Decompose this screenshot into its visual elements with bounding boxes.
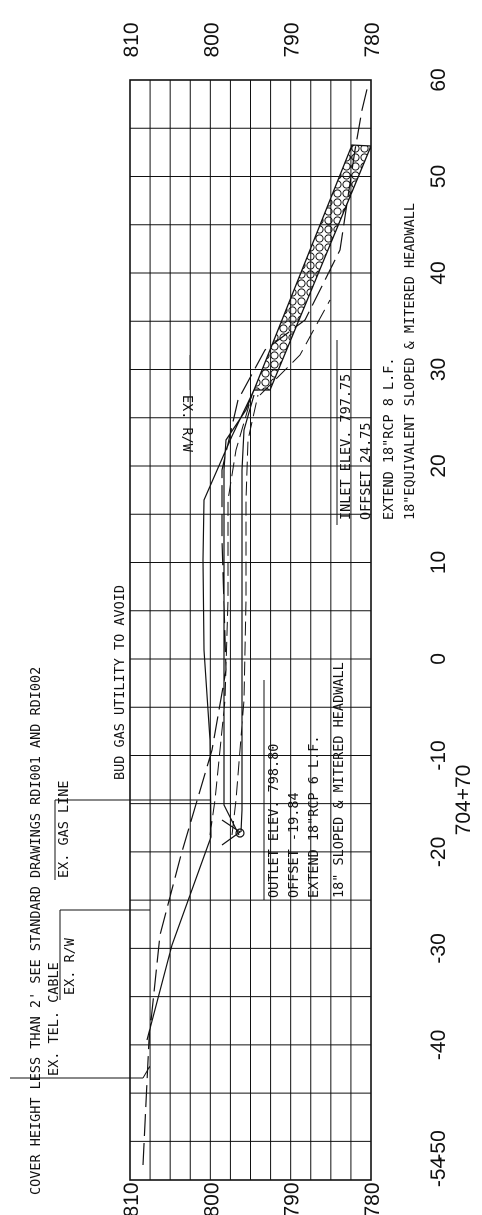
elevation-label: 780 [361,1182,384,1215]
offset-label: -54 [427,1157,450,1188]
elevation-axis-top: 810 800 790 780 [120,22,384,57]
ex-gas-line-label: EX. GAS LINE [56,780,72,878]
elevation-label: 810 [120,22,143,57]
pipe-dashed-lower [231,394,259,836]
slope-dashed-right [259,299,331,396]
elevation-label: 780 [361,22,384,57]
offset-label: 10 [427,551,450,574]
elevation-label: 790 [281,22,304,57]
inlet-line-3: EXTEND 18"RCP 8 L.F. [381,357,397,520]
pipe-line-lower [240,394,255,833]
inlet-block: INLET ELEV. 797.75 OFFSET 24.75 EXTEND 1… [336,203,418,525]
offset-label: 30 [427,358,450,381]
offset-label: 60 [427,68,450,91]
inlet-line-4: 18"EQUIVALENT SLOPED & MITERED HEADWALL [402,203,418,520]
offset-label: -40 [427,1030,450,1060]
pipe-line-upper [223,389,255,836]
offset-label: -30 [427,933,450,963]
offset-axis: -54-50 -40 -30 -20 -10 0 10 20 30 40 50 60 [427,68,450,1187]
outlet-block: OUTLET ELEV. 798.80 OFFSET -19.84 EXTEND… [263,662,347,900]
elevation-label: 810 [120,1182,143,1215]
outlet-line-2: OFFSET -19.84 [286,792,302,898]
pipe-dashed-upper [209,394,253,836]
offset-label: -20 [427,837,450,867]
ex-tel-cable-text: EX. TEL. CABLE [46,962,62,1076]
grid [129,79,372,1181]
offset-label: 20 [427,454,450,477]
offset-label: -50 [427,1130,450,1160]
inlet-line-1: INLET ELEV. 797.75 [338,374,354,520]
elevation-label: 790 [281,1182,304,1215]
outlet-line-1: OUTLET ELEV. 798.80 [266,744,282,898]
ex-rw-left-label: EX. R/W [62,937,78,995]
outlet-line-4: 18" SLOPED & MITERED HEADWALL [331,662,347,898]
offset-label: 50 [427,165,450,188]
elevation-axis-bottom: 810 800 790 780 [120,1182,384,1215]
leaders [10,355,210,1079]
riprap-headwall [253,144,371,391]
gas-line-marker [221,819,242,846]
proposed-section-line [146,389,258,1041]
inlet-line-2: OFFSET 24.75 [358,422,374,520]
gas-line-point [235,828,245,838]
cover-height-note: COVER HEIGHT LESS THAN 2' SEE STANDARD D… [28,667,44,1195]
bud-gas-label: BUD GAS UTILITY TO AVOID [112,585,128,780]
offset-label: 40 [427,261,450,284]
elevation-label: 800 [200,22,223,57]
station-label: 704+70 [452,765,475,836]
ex-rw-right-label: EX. R/W [179,395,195,453]
outlet-line-3: EXTEND 18"RCP 6 L.F. [306,735,322,898]
existing-ground-line [142,84,369,1166]
elevation-label: 800 [200,1182,223,1215]
offset-label: 0 [427,653,450,665]
offset-label: -10 [427,740,450,770]
